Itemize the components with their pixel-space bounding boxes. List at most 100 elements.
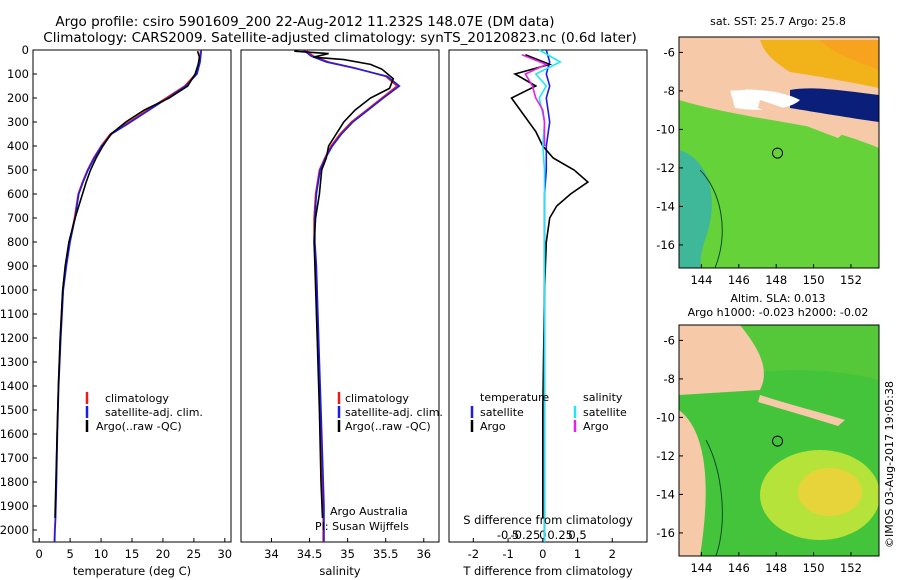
x-tick-label: 34.5: [297, 547, 323, 561]
difference-x-axis: -2 -1 0 1 2: [468, 538, 616, 561]
series-line-salinity_satellite: [534, 49, 562, 542]
annotation-pi: PI: Susan Wijffels: [315, 520, 409, 533]
x-tick-label: 20: [156, 547, 171, 561]
x-tick-label: 2: [609, 547, 616, 561]
x-tick-label: 5: [66, 547, 73, 561]
legend-climatology: climatology: [105, 392, 169, 405]
lon-tick-label: 148: [765, 561, 787, 575]
sst-map-frame: [678, 36, 880, 269]
difference-t-label: T difference from climatology: [462, 564, 633, 578]
x-tick-label: 34: [264, 547, 279, 561]
lat-tick-label: -14: [656, 199, 675, 213]
difference-panel: -2 -1 0 1 2 -0.5-0.250 0.250.5 T difference f…: [448, 49, 648, 578]
x-tick-label: 35.5: [373, 547, 399, 561]
salinity-legend: climatology satellite-adj. clim. Argo(..…: [337, 392, 443, 433]
depth-tick-label: 2000: [0, 523, 29, 537]
lon-tick-label: 152: [840, 273, 862, 287]
australia-land: [679, 410, 706, 556]
lon-tick-label: 150: [803, 561, 825, 575]
legend-satellite: satellite-adj. clim.: [345, 406, 443, 419]
papua-peninsula: [758, 100, 845, 138]
depth-tick-label: 900: [7, 259, 29, 273]
depth-tick-label: 800: [7, 235, 29, 249]
depth-tick-label: 100: [7, 67, 29, 81]
sst-map-title: sat. SST: 25.7 Argo: 25.8: [710, 15, 846, 28]
lon-tick-label: 150: [803, 273, 825, 287]
difference-s-label: S difference from climatology: [463, 513, 633, 527]
depth-tick-label: 1200: [0, 331, 29, 345]
temperature-x-label: temperature (deg C): [73, 564, 191, 578]
x-tick-label: 25: [187, 547, 202, 561]
depth-tick-label: 1400: [0, 379, 29, 393]
x-tick-label: -1: [502, 547, 513, 561]
s-tick-label: 0.5: [568, 528, 586, 542]
sla-map-image: [679, 325, 879, 556]
depth-tick-label: 400: [7, 139, 29, 153]
lon-tick-label: 144: [690, 273, 712, 287]
depth-tick-label: 300: [7, 115, 29, 129]
lat-tick-label: -14: [656, 487, 675, 501]
lat-tick-label: -12: [656, 161, 675, 175]
argo-location-marker: [772, 147, 784, 159]
lat-tick-label: -12: [656, 449, 675, 463]
lat-tick-label: -6: [664, 45, 675, 59]
bathymetry-contour: [699, 169, 723, 268]
x-tick-label: 0: [539, 547, 546, 561]
series-line-satellite: [53, 49, 203, 543]
title-line-2: Climatology: CARS2009. Satellite-adjuste…: [43, 30, 636, 46]
sst-map-image: [679, 37, 879, 268]
argo-location-marker: [772, 435, 784, 447]
sla-map-frame: [678, 324, 880, 557]
new-guinea-land: [679, 325, 764, 395]
lon-tick-label: 144: [690, 561, 712, 575]
difference-legend: temperature satellite Argo salinity sate…: [470, 391, 627, 433]
high-sst-cluster: [790, 88, 879, 122]
coral-sea-water: [679, 100, 879, 268]
lon-tick-label: 152: [840, 561, 862, 575]
salinity-x-axis: 34 34.5 35 35.5 36: [264, 538, 431, 561]
temperature-panel: 0100200300400500600700800900100011001200…: [0, 43, 232, 578]
lat-tick-label: -10: [656, 410, 675, 424]
depth-tick-label: 1700: [0, 451, 29, 465]
legend-argo: Argo(..raw -QC): [96, 420, 182, 433]
series-line-argo: [510, 54, 590, 518]
sla-map-subtitle: Argo h1000: -0.023 h2000: -0.02: [688, 306, 869, 319]
depth-tick-label: 1300: [0, 355, 29, 369]
depth-tick-label: 1900: [0, 499, 29, 513]
salinity-axes-frame: [240, 49, 440, 543]
difference-s-axis: -0.5-0.250 0.250.5: [497, 528, 587, 542]
series-line-salinity_argo: [521, 54, 549, 146]
legend-temperature-heading: temperature: [480, 391, 549, 404]
s-tick-label: -0.5: [497, 528, 519, 542]
series-line-argo: [294, 50, 395, 519]
cloud-mask: [730, 89, 800, 110]
s-tick-label: 0: [539, 528, 546, 542]
legend-satellite: satellite-adj. clim.: [105, 406, 203, 419]
imos-credit: ©IMOS 03-Aug-2017 19:05:38: [883, 381, 896, 548]
lat-tick-label: -10: [656, 122, 675, 136]
legend-temp-satellite: satellite: [480, 406, 524, 419]
lat-tick-label: -6: [664, 333, 675, 347]
temperature-legend: climatology satellite-adj. clim. Argo(..…: [85, 392, 203, 433]
new-guinea-land: [679, 37, 745, 92]
depth-tick-label: 1100: [0, 307, 29, 321]
legend-salinity-heading: salinity: [583, 391, 623, 404]
s-tick-label: 0.25: [547, 528, 573, 542]
temperature-x-axis: 0 5 10 15 20 25 30: [36, 538, 232, 561]
series-line-argo: [54, 50, 201, 519]
series-line-satellite: [302, 49, 401, 542]
x-tick-label: 36: [416, 547, 431, 561]
title-line-1: Argo profile: csiro 5901609_200 22-Aug-2…: [55, 14, 554, 30]
depth-tick-label: 700: [7, 211, 29, 225]
sla-map-panel: Altim. SLA: 0.013 Argo h1000: -0.023 h20…: [656, 292, 880, 575]
bathymetry-contour: [705, 439, 723, 556]
salinity-lines: [294, 49, 401, 542]
legend-climatology: climatology: [345, 392, 409, 405]
salinity-x-label: salinity: [319, 564, 360, 578]
x-tick-label: 10: [94, 547, 109, 561]
coastal-shelf-water: [679, 150, 712, 268]
sst-map-axes: 144 146 148 150 152 -6 -8 -10 -12 -14 -16: [656, 45, 862, 287]
depth-tick-label: 600: [7, 187, 29, 201]
depth-axis: 0 100 200 300 400 500 600 700 800 900 1000 1100 1200…: [0, 43, 37, 537]
